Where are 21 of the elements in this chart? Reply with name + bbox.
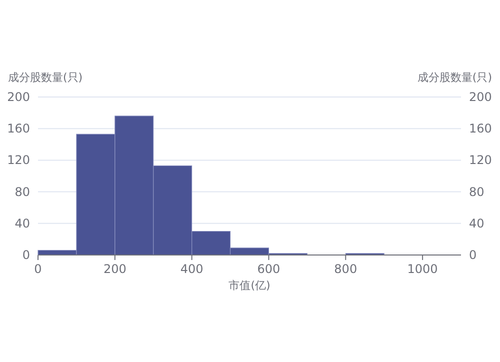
- x-tick-label: 400: [180, 262, 204, 276]
- y-tick-label: 200: [7, 90, 30, 104]
- x-tick-label: 200: [103, 262, 126, 276]
- y2-axis-title: 成分股数量(只): [417, 71, 492, 84]
- x-tick-label: 1000: [407, 262, 438, 276]
- y-tick-label: 0: [22, 248, 30, 262]
- y-tick-label: 120: [7, 153, 30, 168]
- y2-tick-label: 200: [469, 90, 492, 104]
- y2-tick-label: 80: [469, 184, 484, 199]
- x-tick-label: 0: [34, 262, 42, 276]
- x-axis-title: 市值(亿): [228, 279, 270, 292]
- y-axis-title: 成分股数量(只): [8, 71, 83, 84]
- y2-tick-label: 0: [469, 248, 477, 262]
- y2-tick-label: 40: [469, 216, 484, 230]
- y-tick-label: 160: [7, 122, 30, 136]
- y2-tick-label: 160: [469, 122, 492, 136]
- x-tick-label: 600: [257, 262, 280, 276]
- y-tick-label: 40: [14, 216, 30, 230]
- x-tick-label: 800: [334, 262, 358, 276]
- y2-tick-label: 120: [469, 153, 492, 168]
- y-tick-label: 80: [14, 184, 30, 199]
